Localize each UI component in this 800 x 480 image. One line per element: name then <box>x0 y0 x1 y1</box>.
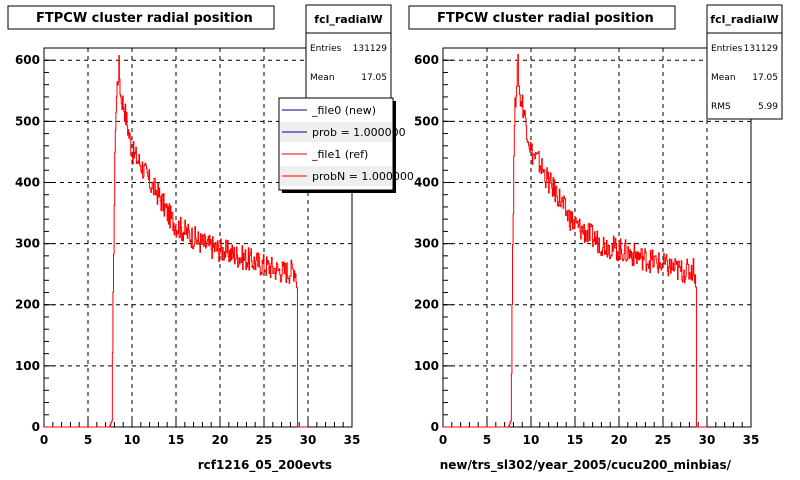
stats-label: RMS <box>711 102 731 112</box>
y-tick-label: 0 <box>431 420 439 434</box>
x-tick-label: 5 <box>483 433 491 447</box>
x-tick-label: 0 <box>40 433 48 447</box>
stats-name: fcl_radialW <box>314 13 382 26</box>
stats-label: Mean <box>711 73 736 83</box>
chart-panel-2: 0 5 10 15 20 25 30 35 0 100 200 300 400 500 600 FTPCW c… <box>408 4 783 473</box>
y-tick-label: 200 <box>414 298 439 312</box>
x-tick-label: 20 <box>212 433 229 447</box>
x-tick-label: 25 <box>655 433 672 447</box>
stats-value: 17.05 <box>752 73 778 83</box>
stats-label: Entries <box>310 44 342 54</box>
y-tick-label: 600 <box>15 53 40 67</box>
chart-title: FTPCW cluster radial position <box>36 11 253 26</box>
y-tick-label: 500 <box>15 114 40 128</box>
stats-name: fcl_radialW <box>710 13 778 26</box>
y-tick-label: 300 <box>15 237 40 251</box>
y-tick-label: 100 <box>15 359 40 373</box>
x-tick-label: 30 <box>699 433 716 447</box>
chart-panel-1: 0 5 10 15 20 25 30 35 0 100 200 300 400 500 600 FTPCW c… <box>7 4 414 473</box>
x-tick-label: 30 <box>300 433 317 447</box>
y-tick-label: 300 <box>414 237 439 251</box>
x-axis-label: rcf1216_05_200evts <box>198 458 332 473</box>
data-series-line <box>44 55 308 428</box>
legend-label: prob = 1.000000 <box>312 126 406 139</box>
stats-value: 5.99 <box>758 102 778 112</box>
data-series-line <box>443 54 707 428</box>
y-tick-label: 400 <box>15 175 40 189</box>
legend-label: _file0 (new) <box>311 104 376 117</box>
y-tick-label: 200 <box>15 298 40 312</box>
x-tick-label: 35 <box>344 433 361 447</box>
y-tick-label: 0 <box>32 420 40 434</box>
y-tick-label: 600 <box>414 53 439 67</box>
legend-label: _file1 (ref) <box>311 148 368 161</box>
x-tick-label: 5 <box>84 433 92 447</box>
chart-title: FTPCW cluster radial position <box>437 11 654 26</box>
stats-value: 131129 <box>353 44 388 54</box>
stats-box <box>706 4 783 120</box>
title-box <box>7 5 275 30</box>
y-tick-label: 400 <box>414 175 439 189</box>
stats-label: Mean <box>310 73 335 83</box>
y-tick-label: 100 <box>414 359 439 373</box>
x-tick-label: 0 <box>439 433 447 447</box>
stats-label: Entries <box>711 44 743 54</box>
x-tick-label: 20 <box>611 433 628 447</box>
stats-value: 17.05 <box>361 73 387 83</box>
x-tick-label: 15 <box>168 433 185 447</box>
legend-row-bg <box>280 122 392 142</box>
x-tick-label: 15 <box>567 433 584 447</box>
x-tick-label: 25 <box>256 433 273 447</box>
stats-value: 131129 <box>744 44 779 54</box>
x-tick-label: 10 <box>523 433 540 447</box>
legend-row-bg <box>280 166 392 186</box>
x-axis-label: new/trs_sl302/year_2005/cucu200_minbias/ <box>440 458 732 473</box>
x-tick-label: 35 <box>743 433 760 447</box>
title-box <box>408 5 676 30</box>
legend-label: probN = 1.000000 <box>312 170 414 183</box>
x-tick-label: 10 <box>124 433 141 447</box>
y-tick-label: 500 <box>414 114 439 128</box>
